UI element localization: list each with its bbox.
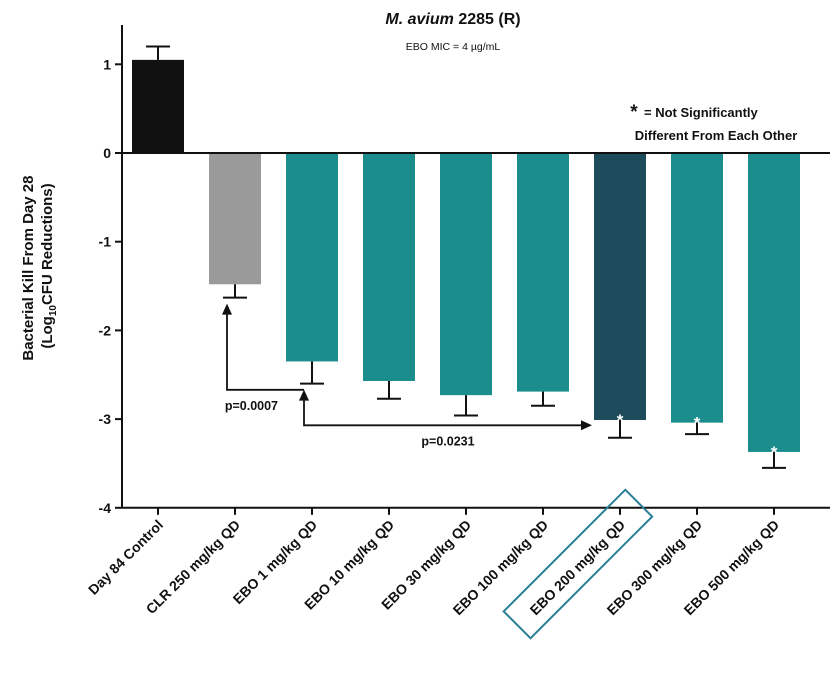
bar-3 [286, 153, 338, 362]
y-tick-label: -1 [99, 234, 112, 250]
chart-subtitle: EBO MIC = 4 µg/mL [406, 41, 501, 53]
bar-4 [363, 153, 415, 381]
bar-7 [594, 153, 646, 420]
annotation-bracket-2 [303, 393, 582, 427]
y-tick-label: -2 [99, 322, 112, 338]
annotation-label-1: p=0.0007 [225, 399, 278, 413]
x-tick-label-3: EBO 1 mg/kg QD [230, 517, 321, 608]
x-tick-label-1: Day 84 Control [85, 517, 166, 598]
bar-8 [671, 153, 723, 423]
bar-6 [517, 153, 569, 392]
y-axis-label-line-2: (Log10CFU Reductions) [39, 183, 59, 348]
annotation-arrow-3 [581, 420, 592, 431]
y-axis-label: Bacterial Kill From Day 28 (Log10CFU Red… [20, 171, 59, 360]
annotation-label-2: p=0.0231 [421, 434, 474, 448]
bar-2 [209, 153, 261, 285]
legend-line-1: = Not Significantly [644, 105, 759, 120]
legend-line-2: Different From Each Other [635, 128, 798, 143]
annotation-arrow-2 [299, 389, 309, 401]
y-axis-label-line-1: Bacterial Kill From Day 28 [20, 176, 37, 361]
annotation-arrow-1 [222, 303, 232, 315]
bar-5 [440, 153, 492, 396]
bar-star-8: * [694, 414, 701, 433]
annotation-bracket-1 [226, 307, 304, 391]
y-tick-label: 1 [103, 56, 111, 72]
bar-1 [132, 59, 184, 153]
y-tick-label: -3 [99, 411, 112, 427]
highlight-box [502, 488, 654, 640]
legend-star: * [630, 102, 638, 123]
bar-9 [748, 153, 800, 452]
chart-title: M. avium 2285 (R) [385, 11, 520, 28]
y-tick-label: 0 [103, 145, 111, 161]
bar-star-7: * [617, 411, 624, 430]
bar-star-9: * [771, 443, 778, 462]
y-tick-label: -4 [99, 500, 112, 516]
